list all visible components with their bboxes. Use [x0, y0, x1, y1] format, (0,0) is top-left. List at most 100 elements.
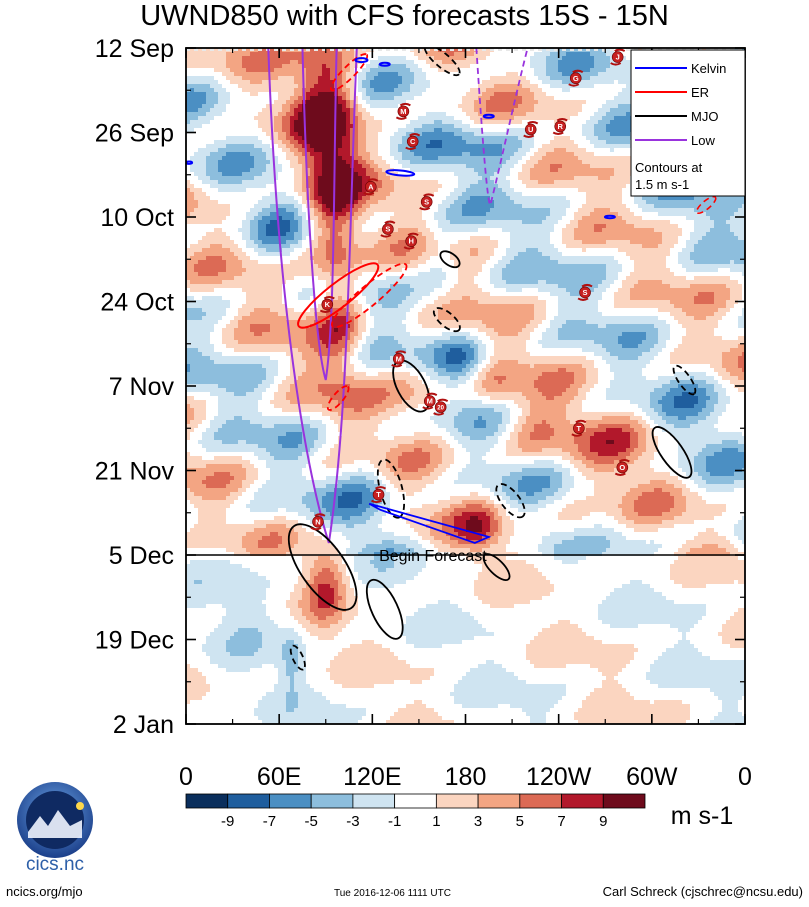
field-cell	[402, 164, 406, 168]
field-cell	[706, 208, 710, 212]
field-cell	[626, 180, 630, 184]
field-cell	[238, 172, 242, 176]
field-cell	[254, 60, 258, 64]
field-cell	[298, 156, 302, 160]
field-cell	[566, 104, 570, 108]
field-cell	[474, 200, 478, 204]
field-cell	[310, 96, 314, 100]
field-cell	[618, 108, 622, 112]
field-cell	[722, 228, 726, 232]
field-cell	[338, 152, 342, 156]
field-cell	[318, 128, 322, 132]
field-cell	[550, 68, 554, 72]
field-cell	[338, 80, 342, 84]
field-cell	[522, 128, 526, 132]
field-cell	[674, 200, 678, 204]
field-cell	[266, 120, 270, 124]
field-cell	[278, 208, 282, 212]
field-cell	[422, 228, 426, 232]
field-cell	[322, 144, 326, 148]
field-cell	[478, 116, 482, 120]
field-cell	[534, 152, 538, 156]
field-cell	[270, 216, 274, 220]
field-cell	[338, 100, 342, 104]
field-cell	[418, 92, 422, 96]
field-cell	[302, 52, 306, 56]
field-cell	[722, 216, 726, 220]
field-cell	[254, 176, 258, 180]
field-cell	[562, 168, 566, 172]
field-cell	[634, 216, 638, 220]
field-cell	[450, 116, 454, 120]
field-cell	[574, 168, 578, 172]
field-cell	[194, 92, 198, 96]
field-cell	[602, 68, 606, 72]
field-cell	[614, 104, 618, 108]
field-cell	[490, 192, 494, 196]
field-cell	[270, 168, 274, 172]
field-cell	[314, 128, 318, 132]
field-cell	[562, 76, 566, 80]
field-cell	[258, 80, 262, 84]
field-cell	[486, 220, 490, 224]
field-cell	[514, 96, 518, 100]
field-cell	[454, 148, 458, 152]
field-cell	[198, 104, 202, 108]
field-cell	[498, 96, 502, 100]
field-cell	[514, 128, 518, 132]
field-cell	[270, 60, 274, 64]
field-cell	[306, 80, 310, 84]
field-cell	[394, 96, 398, 100]
field-cell	[318, 48, 322, 52]
field-cell	[270, 204, 274, 208]
field-cell	[282, 132, 286, 136]
field-cell	[534, 112, 538, 116]
field-cell	[402, 144, 406, 148]
field-cell	[498, 216, 502, 220]
field-cell	[330, 164, 334, 168]
field-cell	[426, 160, 430, 164]
field-cell	[254, 208, 258, 212]
field-cell	[334, 164, 338, 168]
field-cell	[406, 176, 410, 180]
field-cell	[442, 128, 446, 132]
field-cell	[478, 172, 482, 176]
field-cell	[262, 112, 266, 116]
field-cell	[206, 204, 210, 208]
field-cell	[570, 152, 574, 156]
field-cell	[530, 208, 534, 212]
field-cell	[462, 220, 466, 224]
field-cell	[194, 80, 198, 84]
field-cell	[654, 196, 658, 200]
field-cell	[542, 220, 546, 224]
field-cell	[446, 216, 450, 220]
field-cell	[378, 204, 382, 208]
field-cell	[190, 208, 194, 212]
field-cell	[350, 128, 354, 132]
field-cell	[230, 52, 234, 56]
field-cell	[270, 228, 274, 232]
field-cell	[598, 184, 602, 188]
field-cell	[382, 200, 386, 204]
field-cell	[202, 172, 206, 176]
field-cell	[342, 108, 346, 112]
field-cell	[442, 120, 446, 124]
field-cell	[294, 208, 298, 212]
field-cell	[322, 124, 326, 128]
field-cell	[310, 72, 314, 76]
field-cell	[666, 208, 670, 212]
field-cell	[426, 132, 430, 136]
field-cell	[718, 228, 722, 232]
field-cell	[366, 160, 370, 164]
field-cell	[270, 208, 274, 212]
field-cell	[354, 216, 358, 220]
field-cell	[470, 180, 474, 184]
field-cell	[262, 80, 266, 84]
field-cell	[210, 76, 214, 80]
field-cell	[470, 136, 474, 140]
field-cell	[714, 212, 718, 216]
field-cell	[250, 148, 254, 152]
field-cell	[338, 168, 342, 172]
field-cell	[558, 100, 562, 104]
field-cell	[374, 60, 378, 64]
